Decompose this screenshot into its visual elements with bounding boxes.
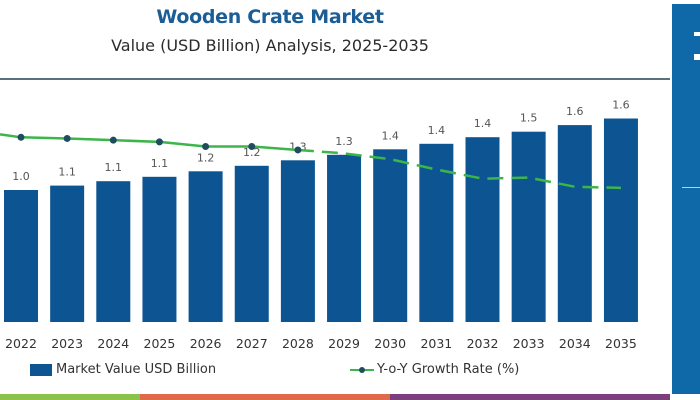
bar-value-label-2030: 1.4 bbox=[381, 129, 399, 142]
x-tick-label-2035: 2035 bbox=[605, 336, 637, 351]
x-tick-label-2031: 2031 bbox=[420, 336, 452, 351]
header-divider bbox=[0, 78, 670, 80]
growth-line-lead-in bbox=[0, 133, 22, 139]
growth-marker-2023 bbox=[63, 134, 71, 142]
side-panel bbox=[672, 4, 700, 394]
footer-stripe-green bbox=[0, 394, 140, 400]
bar-2026 bbox=[188, 171, 223, 322]
growth-line-forecast bbox=[297, 148, 621, 190]
chart-title: Wooden Crate Market bbox=[156, 6, 384, 28]
x-tick-label-2027: 2027 bbox=[236, 336, 268, 351]
x-tick-label-2025: 2025 bbox=[144, 336, 176, 351]
bar-2022 bbox=[4, 190, 38, 322]
bars-group bbox=[4, 118, 638, 322]
bar-2024 bbox=[96, 181, 131, 322]
bar-value-label-2033: 1.5 bbox=[520, 112, 538, 125]
bar-2025 bbox=[142, 176, 177, 322]
x-tick-label-2026: 2026 bbox=[190, 336, 222, 351]
bar-2032 bbox=[465, 137, 500, 322]
bar-value-label-2026: 1.2 bbox=[197, 151, 215, 164]
bar-value-label-2023: 1.1 bbox=[58, 166, 76, 179]
footer-stripe-purple bbox=[390, 394, 670, 400]
bar-value-label-2027: 1.2 bbox=[243, 146, 261, 159]
side-panel-divider bbox=[682, 187, 700, 188]
side-panel-text-fragment bbox=[694, 54, 700, 60]
bar-value-label-2035: 1.6 bbox=[612, 99, 630, 112]
chart-subtitle: Value (USD Billion) Analysis, 2025-2035 bbox=[111, 36, 429, 55]
bar-value-label-2029: 1.3 bbox=[335, 135, 353, 148]
bar-2035 bbox=[603, 118, 638, 322]
growth-marker-2026 bbox=[202, 143, 210, 150]
bar-value-label-2025: 1.1 bbox=[151, 157, 169, 170]
bar-value-label-2032: 1.4 bbox=[474, 117, 492, 130]
x-tick-label-2023: 2023 bbox=[51, 336, 83, 351]
legend-line-label: Y-o-Y Growth Rate (%) bbox=[377, 362, 520, 377]
x-tick-label-2033: 2033 bbox=[513, 336, 545, 351]
legend-bar-label: Market Value USD Billion bbox=[56, 362, 217, 377]
x-axis-labels-group: 2022 2023 2024 2025 2026 2027 2028 2029 2030 2031… bbox=[5, 336, 637, 351]
bar-2031 bbox=[419, 143, 454, 322]
legend-item-market-value: Market Value USD Billion bbox=[30, 362, 216, 377]
x-tick-label-2034: 2034 bbox=[559, 336, 591, 351]
bar-value-label-2022: 1.0 bbox=[12, 170, 30, 183]
x-tick-label-2024: 2024 bbox=[97, 336, 129, 351]
bar-2033 bbox=[511, 131, 546, 322]
growth-line-group bbox=[0, 133, 621, 190]
bar-2028 bbox=[280, 160, 315, 322]
legend-line-swatch bbox=[350, 364, 374, 376]
growth-marker-2025 bbox=[155, 138, 163, 146]
bar-2027 bbox=[234, 165, 269, 322]
bar-value-label-2031: 1.4 bbox=[428, 124, 446, 137]
growth-marker-2024 bbox=[109, 136, 117, 144]
bar-2034 bbox=[557, 125, 592, 322]
legend-item-growth-rate: Y-o-Y Growth Rate (%) bbox=[350, 362, 519, 377]
x-tick-label-2022: 2022 bbox=[5, 336, 37, 351]
x-tick-label-2029: 2029 bbox=[328, 336, 360, 351]
side-panel-text-fragment bbox=[694, 32, 700, 36]
legend-bar-swatch bbox=[30, 363, 52, 376]
bar-2029 bbox=[327, 154, 362, 322]
footer-stripe-orange bbox=[140, 394, 390, 400]
bar-value-label-2034: 1.6 bbox=[566, 105, 584, 118]
bar-2023 bbox=[50, 185, 85, 322]
bar-2030 bbox=[373, 149, 408, 322]
x-tick-label-2030: 2030 bbox=[374, 336, 406, 351]
bar-value-label-2024: 1.1 bbox=[105, 161, 123, 174]
growth-marker-2027 bbox=[248, 143, 256, 150]
x-tick-label-2032: 2032 bbox=[467, 336, 499, 351]
x-tick-label-2028: 2028 bbox=[282, 336, 314, 351]
growth-marker-2022 bbox=[17, 133, 25, 141]
growth-marker-2028 bbox=[294, 146, 302, 154]
chart-area: 1.01.11.11.11.21.21.31.31.41.41.41.51.61… bbox=[0, 99, 638, 351]
